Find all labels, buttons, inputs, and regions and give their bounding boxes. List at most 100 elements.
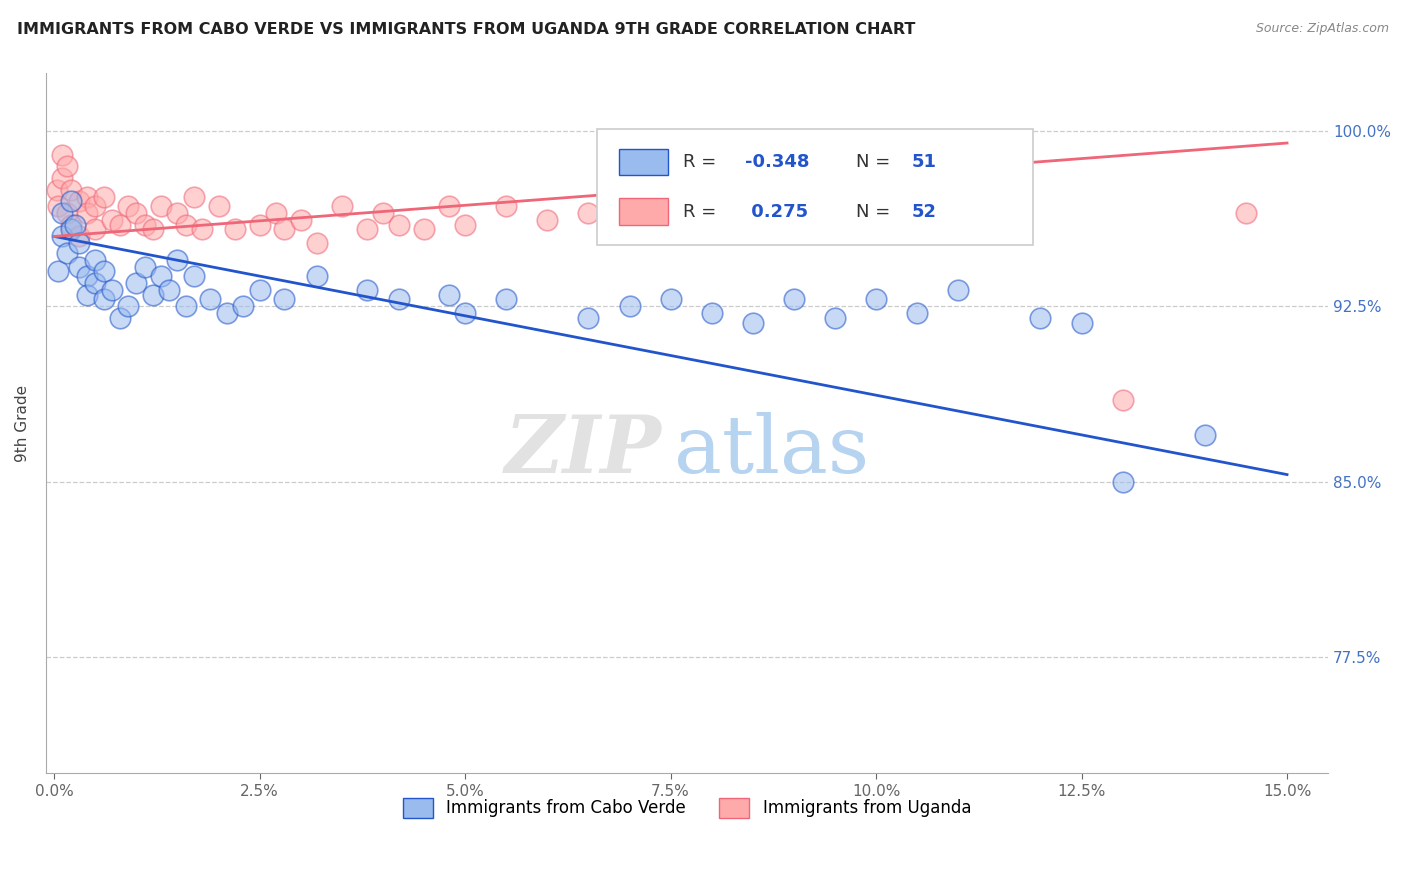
Point: [63, 218, 86, 232]
Point: [659, 206, 682, 220]
Point: [183, 269, 205, 284]
Point: [783, 293, 806, 307]
Text: N =: N =: [856, 153, 896, 171]
Point: [330, 199, 353, 213]
Text: IMMIGRANTS FROM CABO VERDE VS IMMIGRANTS FROM UGANDA 9TH GRADE CORRELATION CHART: IMMIGRANTS FROM CABO VERDE VS IMMIGRANTS…: [17, 22, 915, 37]
Point: [166, 206, 188, 220]
Point: [76, 206, 98, 220]
Point: [249, 283, 271, 297]
Text: R =: R =: [683, 153, 723, 171]
Point: [824, 311, 846, 326]
Point: [700, 222, 723, 236]
Point: [108, 311, 131, 326]
Point: [76, 287, 98, 301]
FancyBboxPatch shape: [619, 149, 668, 175]
Point: [125, 276, 148, 290]
Point: [191, 222, 214, 236]
Point: [783, 218, 806, 232]
Point: [76, 190, 98, 204]
Point: [290, 213, 312, 227]
Point: [1234, 206, 1257, 220]
Point: [157, 283, 180, 297]
Point: [125, 206, 148, 220]
Point: [174, 218, 197, 232]
Point: [67, 236, 90, 251]
Point: [93, 293, 115, 307]
Point: [67, 229, 90, 244]
Point: [55, 160, 77, 174]
Point: [948, 194, 970, 209]
Point: [93, 264, 115, 278]
Point: [51, 206, 73, 220]
Point: [249, 218, 271, 232]
Point: [454, 306, 477, 320]
Point: [174, 300, 197, 314]
Point: [700, 306, 723, 320]
Point: [142, 287, 165, 301]
Text: 0.275: 0.275: [745, 202, 808, 221]
Point: [454, 218, 477, 232]
Point: [100, 283, 122, 297]
Point: [59, 183, 82, 197]
Point: [273, 222, 295, 236]
Point: [59, 194, 82, 209]
Point: [495, 199, 517, 213]
Point: [224, 222, 246, 236]
Point: [437, 287, 460, 301]
Point: [55, 245, 77, 260]
Point: [142, 222, 165, 236]
Point: [578, 311, 600, 326]
Point: [495, 293, 517, 307]
Point: [76, 269, 98, 284]
Point: [307, 236, 329, 251]
Text: 52: 52: [911, 202, 936, 221]
Point: [46, 264, 69, 278]
Point: [200, 293, 222, 307]
Point: [578, 206, 600, 220]
Point: [100, 213, 122, 227]
Point: [166, 252, 188, 267]
Text: ZIP: ZIP: [505, 412, 661, 490]
Text: atlas: atlas: [675, 412, 869, 491]
Text: 51: 51: [911, 153, 936, 171]
Y-axis label: 9th Grade: 9th Grade: [15, 384, 30, 462]
Text: N =: N =: [856, 202, 896, 221]
Point: [437, 199, 460, 213]
Text: Source: ZipAtlas.com: Source: ZipAtlas.com: [1256, 22, 1389, 36]
Point: [1111, 392, 1133, 407]
Point: [307, 269, 329, 284]
Point: [1029, 311, 1052, 326]
Point: [1070, 316, 1092, 330]
Point: [84, 222, 107, 236]
Point: [67, 260, 90, 274]
Point: [273, 293, 295, 307]
Point: [84, 276, 107, 290]
Point: [51, 229, 73, 244]
Point: [45, 183, 67, 197]
Point: [84, 252, 107, 267]
Point: [905, 306, 928, 320]
Point: [356, 222, 378, 236]
Point: [388, 293, 411, 307]
Point: [865, 199, 887, 213]
Point: [865, 293, 887, 307]
Point: [1194, 428, 1216, 442]
Point: [55, 206, 77, 220]
Point: [93, 190, 115, 204]
Point: [215, 306, 238, 320]
Point: [134, 218, 156, 232]
Point: [51, 147, 73, 161]
Point: [51, 171, 73, 186]
Point: [948, 283, 970, 297]
Point: [183, 190, 205, 204]
Text: -0.348: -0.348: [745, 153, 810, 171]
Point: [741, 199, 763, 213]
Point: [150, 199, 173, 213]
Point: [388, 218, 411, 232]
Point: [46, 199, 69, 213]
Point: [741, 316, 763, 330]
Point: [59, 218, 82, 232]
Point: [232, 300, 254, 314]
Point: [619, 300, 641, 314]
Point: [264, 206, 287, 220]
